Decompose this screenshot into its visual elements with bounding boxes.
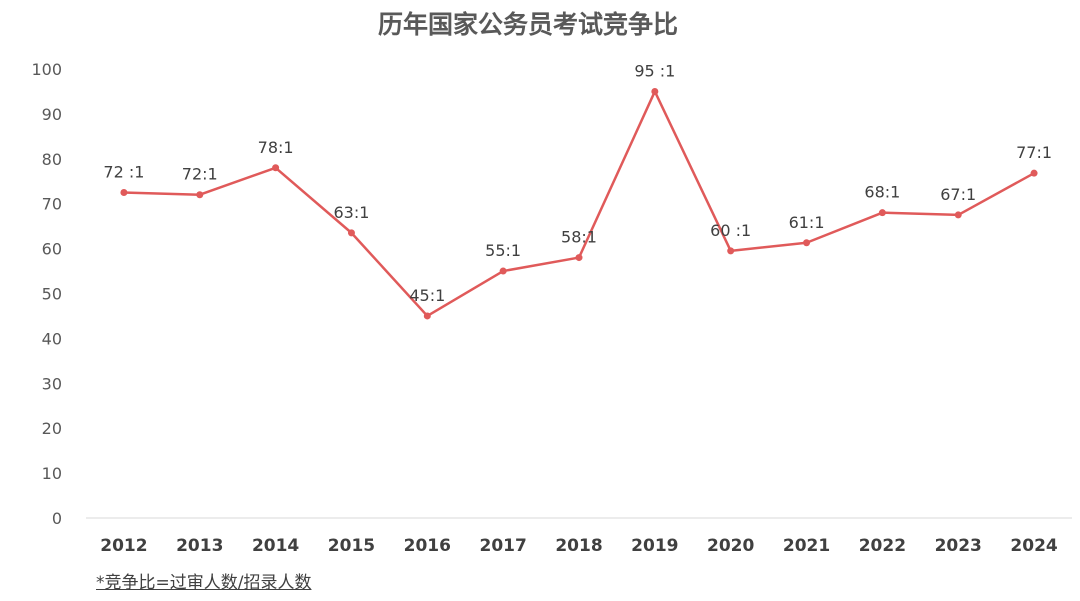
data-point (272, 164, 280, 172)
y-tick-label: 50 (42, 285, 62, 304)
x-tick-label: 2015 (328, 536, 375, 556)
x-tick-label: 2019 (631, 536, 678, 556)
y-tick-label: 60 (42, 240, 62, 259)
data-label: 58:1 (561, 228, 597, 247)
data-label: 45:1 (409, 286, 445, 305)
x-tick-label: 2018 (555, 536, 602, 556)
series-polyline (123, 90, 1035, 318)
data-labels: 72 :1 72:1 78:1 63:1 45:1 55:1 58:1 95 :1 60 :1 6… (103, 61, 1052, 305)
y-tick-label: 90 (42, 105, 62, 124)
x-tick-label: 2014 (252, 536, 299, 556)
series-line (123, 90, 1035, 318)
data-label: 61:1 (789, 213, 825, 232)
data-point (499, 267, 507, 275)
data-points (120, 87, 1038, 320)
data-point (803, 239, 811, 247)
data-label: 95 :1 (634, 61, 675, 80)
data-point (347, 229, 355, 237)
x-tick-label: 2023 (935, 536, 982, 556)
data-point (651, 87, 659, 95)
y-tick-label: 0 (52, 509, 62, 528)
data-label: 72 :1 (103, 162, 144, 181)
x-tick-label: 2013 (176, 536, 223, 556)
y-tick-label: 100 (31, 60, 62, 79)
data-label: 72:1 (182, 165, 218, 184)
x-axis: 2012 2013 2014 2015 2016 2017 2018 2019 2020 2021… (100, 536, 1058, 556)
data-point (878, 209, 886, 217)
chart-title: 历年国家公务员考试竞争比 (378, 10, 678, 39)
x-tick-label: 2024 (1010, 536, 1057, 556)
x-tick-label: 2017 (479, 536, 526, 556)
y-tick-label: 10 (42, 464, 62, 483)
data-point (196, 191, 204, 199)
data-point (954, 211, 962, 219)
x-tick-label: 2012 (100, 536, 147, 556)
data-label: 77:1 (1016, 143, 1052, 162)
footnote: *竞争比=过审人数/招录人数 (96, 573, 312, 593)
data-point (423, 312, 431, 320)
data-label: 55:1 (485, 241, 521, 260)
x-tick-label: 2016 (404, 536, 451, 556)
data-label: 60 :1 (710, 221, 751, 240)
y-tick-label: 30 (42, 374, 62, 393)
data-point (575, 254, 583, 262)
y-axis: 0 10 20 30 40 50 60 70 80 90 100 (31, 60, 62, 528)
y-tick-label: 40 (42, 329, 62, 348)
x-tick-label: 2021 (783, 536, 830, 556)
y-tick-label: 80 (42, 150, 62, 169)
data-label: 63:1 (333, 203, 369, 222)
y-tick-label: 70 (42, 195, 62, 214)
x-tick-label: 2020 (707, 536, 754, 556)
y-tick-label: 20 (42, 419, 62, 438)
data-point (1030, 169, 1038, 177)
data-label: 67:1 (940, 185, 976, 204)
data-point (727, 247, 735, 255)
x-tick-label: 2022 (859, 536, 906, 556)
data-label: 68:1 (864, 183, 900, 202)
data-point (120, 188, 128, 196)
data-label: 78:1 (258, 138, 294, 157)
